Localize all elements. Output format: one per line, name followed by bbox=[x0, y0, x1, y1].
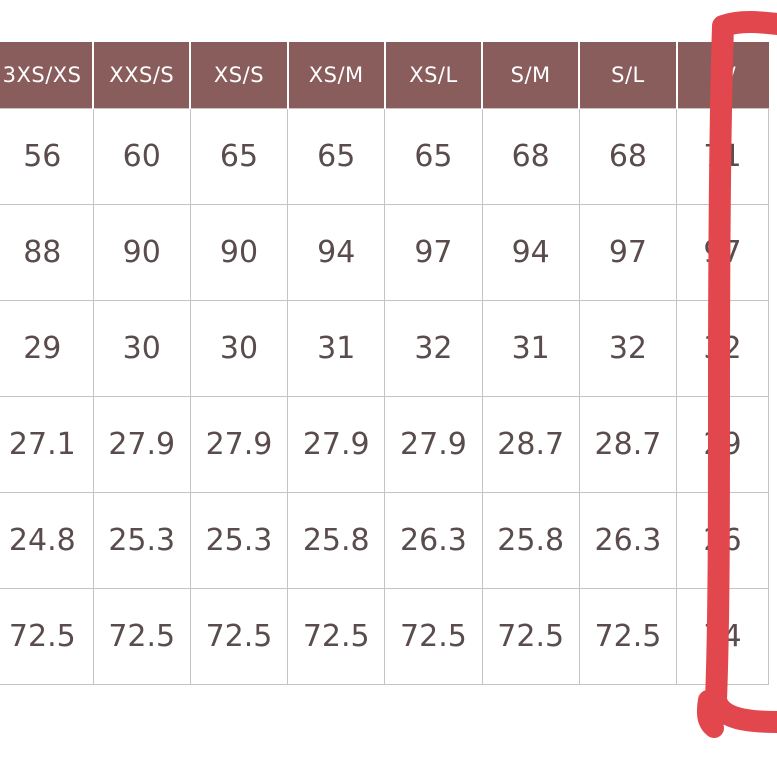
table-row: 29 30 30 31 32 31 32 32 bbox=[0, 300, 769, 397]
measurement-cell: 27.9 bbox=[384, 396, 483, 493]
blank-bottom-area bbox=[0, 688, 777, 777]
measurement-cell: 27.9 bbox=[189, 396, 289, 493]
measurement-cell: 72.5 bbox=[384, 588, 483, 685]
size-chart-table: 3XS/XS XXS/S XS/S XS/M XS/L S/M S/L M/ 5… bbox=[0, 42, 769, 685]
measurement-cell: 71 bbox=[676, 108, 769, 205]
measurement-cell: 72.5 bbox=[578, 588, 678, 685]
table-row: 88 90 90 94 97 94 97 97 bbox=[0, 204, 769, 301]
measurement-cell: 72.5 bbox=[481, 588, 580, 685]
measurement-cell: 27.9 bbox=[287, 396, 386, 493]
size-header-cell: S/L bbox=[578, 42, 677, 109]
measurement-cell: 68 bbox=[481, 108, 580, 205]
measurement-cell: 32 bbox=[676, 300, 769, 397]
measurement-cell: 28.7 bbox=[481, 396, 580, 493]
size-header-cell: XXS/S bbox=[92, 42, 191, 109]
table-row: 56 60 65 65 65 68 68 71 bbox=[0, 108, 769, 205]
measurement-cell: 90 bbox=[189, 204, 289, 301]
table-row: 24.8 25.3 25.3 25.8 26.3 25.8 26.3 26 bbox=[0, 492, 769, 589]
measurement-cell: 97 bbox=[578, 204, 678, 301]
measurement-cell: 65 bbox=[189, 108, 289, 205]
measurement-cell: 29 bbox=[676, 396, 769, 493]
measurement-cell: 31 bbox=[481, 300, 580, 397]
measurement-cell: 65 bbox=[384, 108, 483, 205]
table-row: 72.5 72.5 72.5 72.5 72.5 72.5 72.5 74 bbox=[0, 588, 769, 685]
size-header-cell: XS/L bbox=[383, 42, 483, 109]
measurement-cell: 30 bbox=[189, 300, 289, 397]
measurement-cell: 72.5 bbox=[92, 588, 191, 685]
measurement-cell: 74 bbox=[676, 588, 769, 685]
measurement-cell: 25.3 bbox=[92, 492, 191, 589]
size-header-cell: XS/S bbox=[189, 42, 288, 109]
measurement-cell: 24.8 bbox=[0, 492, 94, 589]
table-row: 27.1 27.9 27.9 27.9 27.9 28.7 28.7 29 bbox=[0, 396, 769, 493]
measurement-cell: 72.5 bbox=[287, 588, 386, 685]
measurement-cell: 97 bbox=[676, 204, 769, 301]
measurement-cell: 27.1 bbox=[0, 396, 94, 493]
measurement-cell: 25.3 bbox=[189, 492, 289, 589]
measurement-cell: 72.5 bbox=[0, 588, 94, 685]
size-header-row: 3XS/XS XXS/S XS/S XS/M XS/L S/M S/L M/ bbox=[0, 42, 769, 109]
measurement-cell: 30 bbox=[92, 300, 191, 397]
measurement-cell: 28.7 bbox=[578, 396, 678, 493]
measurement-cell: 94 bbox=[287, 204, 386, 301]
measurement-cell: 31 bbox=[287, 300, 386, 397]
measurement-cell: 26.3 bbox=[384, 492, 483, 589]
measurement-cell: 27.9 bbox=[92, 396, 191, 493]
measurement-cell: 68 bbox=[578, 108, 678, 205]
measurement-cell: 56 bbox=[0, 108, 94, 205]
measurement-cell: 26.3 bbox=[578, 492, 678, 589]
measurement-cell: 94 bbox=[481, 204, 580, 301]
measurement-cell: 60 bbox=[92, 108, 191, 205]
measurement-cell: 72.5 bbox=[189, 588, 289, 685]
measurement-cell: 29 bbox=[0, 300, 94, 397]
measurement-cell: 90 bbox=[92, 204, 191, 301]
measurement-cell: 25.8 bbox=[481, 492, 580, 589]
measurement-cell: 32 bbox=[578, 300, 678, 397]
measurement-cell: 32 bbox=[384, 300, 483, 397]
measurement-cell: 65 bbox=[287, 108, 386, 205]
size-header-cell: XS/M bbox=[286, 42, 385, 109]
measurement-cell: 97 bbox=[384, 204, 483, 301]
size-header-cell: 3XS/XS bbox=[0, 42, 94, 109]
measurement-cell: 88 bbox=[0, 204, 94, 301]
measurement-cell: 26 bbox=[676, 492, 769, 589]
size-header-cell: S/M bbox=[481, 42, 580, 109]
measurement-cell: 25.8 bbox=[287, 492, 386, 589]
size-header-cell: M/ bbox=[675, 42, 769, 109]
